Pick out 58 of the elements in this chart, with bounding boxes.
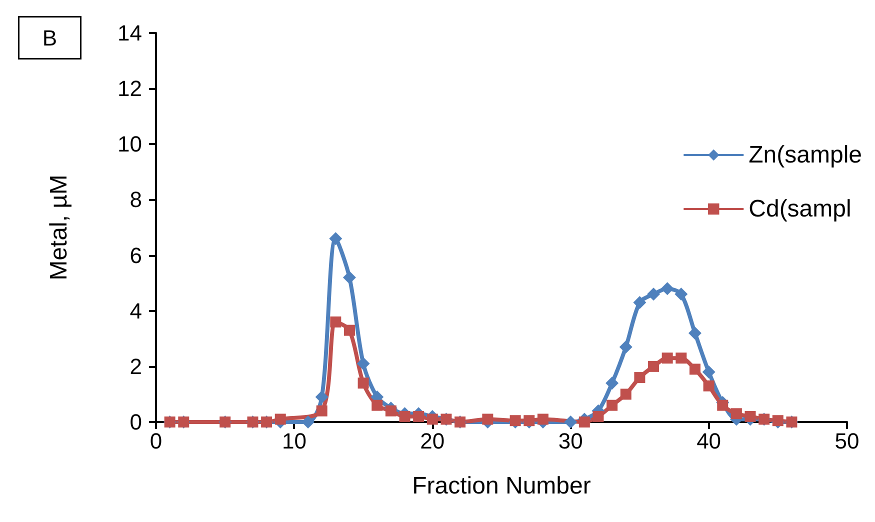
point [330,316,342,328]
point [620,388,632,400]
point [482,414,494,425]
point [634,372,646,384]
point [606,376,619,390]
point [316,405,328,416]
y-tick-label: 4 [130,298,142,324]
x-tick-label: 40 [696,428,722,454]
x-tick-label: 10 [282,428,306,454]
point [274,414,286,425]
point [315,390,328,404]
point [633,296,646,310]
point [662,352,673,364]
y-tick-label: 14 [118,20,142,46]
legend-label: Cd(sampl [748,196,852,222]
y-tick-label: 10 [118,132,142,157]
y-tick-label: 2 [130,354,142,379]
y-tick-label: 6 [130,242,142,268]
point [730,408,742,420]
point [578,416,590,428]
text: B [42,25,58,50]
point [426,414,438,425]
point [385,405,396,416]
point [399,410,410,422]
point [674,288,688,301]
point [372,400,383,411]
point [648,360,660,372]
point [676,352,687,364]
x-axis-title: Fraction Number [412,472,591,500]
point [689,364,700,375]
point [302,416,315,428]
point [606,400,618,411]
point [413,410,424,422]
y-tick-label: 12 [118,76,142,102]
y-tick-label: 0 [130,410,142,434]
y-axis-title: Metal, µM [46,174,72,280]
point [358,378,369,389]
point [703,380,714,392]
legend-label: Zn(sample [748,142,862,168]
point [592,410,604,422]
x-tick-label: 50 [834,428,860,454]
point [744,410,756,422]
x-tick-label: 20 [420,428,445,454]
point [702,365,716,378]
point [660,282,674,296]
point [537,414,548,425]
point [647,288,660,301]
point [342,271,356,284]
x-tick-label: 0 [150,428,162,454]
point [329,232,342,246]
point [356,357,370,370]
point [619,340,632,354]
point [344,324,355,336]
point [717,400,728,411]
x-tick-label: 30 [558,428,583,454]
point [688,326,702,340]
point [564,416,578,428]
y-tick-label: 8 [130,187,142,212]
